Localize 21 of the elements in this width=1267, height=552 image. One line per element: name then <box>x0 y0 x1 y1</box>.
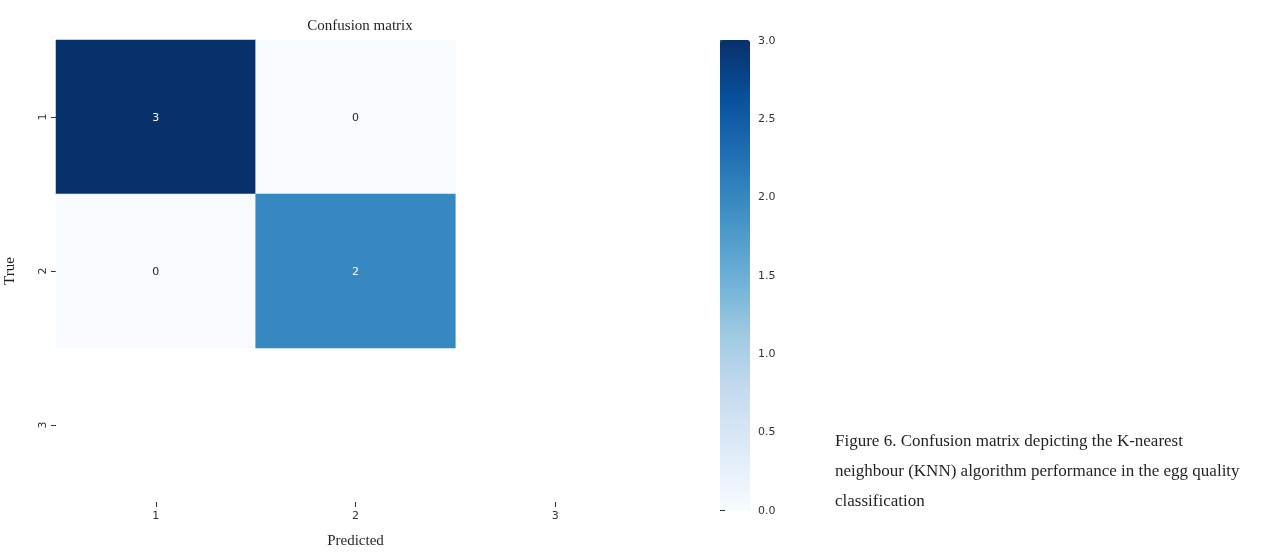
data-label: 0 <box>352 110 359 124</box>
y-tick-label: 3 <box>36 421 49 429</box>
data-label: 2 <box>352 264 359 278</box>
y-tick-label: 1 <box>36 113 49 121</box>
data-label: 3 <box>152 110 160 124</box>
x-axis-title: Predicted <box>327 531 385 548</box>
color-bar-label: 1.5 <box>758 268 776 282</box>
caption: Figure 6. Confusion matrix depicting the K-nearest neighbour (KNN) algorithm performance in the egg quality classification <box>835 430 1244 510</box>
color-bar-label: 0.5 <box>758 425 776 439</box>
data-label: 0 <box>152 264 160 278</box>
color-bar-label: 2.0 <box>758 190 776 204</box>
x-tick-label: 3 <box>551 509 559 522</box>
color-bar-label: 3.0 <box>758 33 776 47</box>
color-bar-label: 1.0 <box>758 346 776 360</box>
x-tick-label: 1 <box>152 509 160 522</box>
x-tick-label: 2 <box>352 509 359 522</box>
color-bar-label: 0.0 <box>758 503 776 517</box>
y-axis-title: True <box>0 256 17 285</box>
chart-title: Confusion matrix <box>307 16 414 33</box>
color-bar-label: 2.5 <box>758 111 776 125</box>
y-tick-label: 2 <box>36 267 49 275</box>
